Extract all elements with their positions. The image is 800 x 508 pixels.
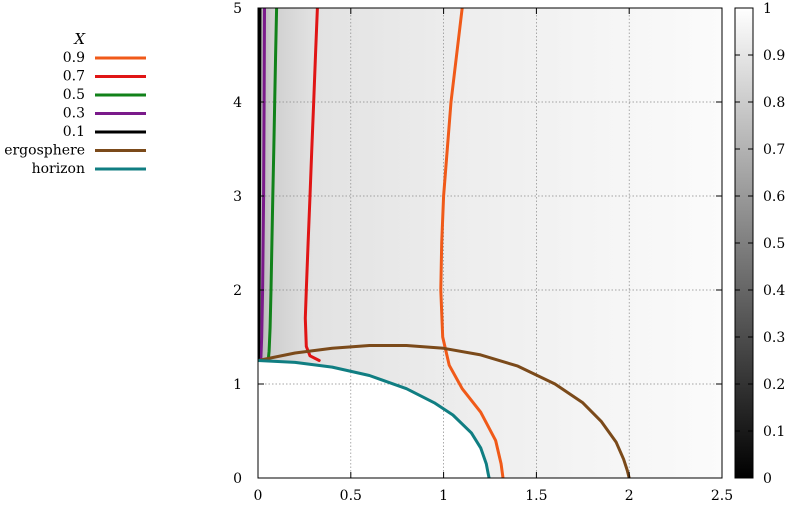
colorbar-tick-label: 0 <box>763 471 772 487</box>
plot-frame <box>257 7 723 479</box>
colorbar-tick-label: 0.5 <box>763 236 785 252</box>
y-axis: 0 1 2 3 4 5 <box>233 1 722 487</box>
legend-label: 0.1 <box>63 124 85 140</box>
legend-title: X <box>73 30 86 48</box>
y-tick-label: 4 <box>233 95 242 111</box>
horizon-interior <box>258 360 490 478</box>
legend-label: horizon <box>32 161 85 177</box>
x-tick-label: 1 <box>439 488 448 504</box>
x-tick-label: 2 <box>625 488 634 504</box>
series-line-0.9 <box>439 8 505 478</box>
series-line-horizon <box>258 359 491 478</box>
legend-label: 0.7 <box>63 69 85 85</box>
legend-label: ergosphere <box>4 143 85 159</box>
series-line-0.5 <box>266 8 279 362</box>
legend-label: 0.3 <box>63 106 85 122</box>
colorbar-tick-label: 0.7 <box>763 142 785 158</box>
legend-label: 0.5 <box>63 87 85 103</box>
x-tick-label: 1.5 <box>525 488 547 504</box>
x-tick-label: 0.5 <box>340 488 362 504</box>
colorbar-tick-label: 0.8 <box>763 95 785 111</box>
legend: X 0.9 0.7 0.5 0.3 0.1 ergosphere horizon <box>4 30 146 177</box>
colorbar-tick-label: 0.2 <box>763 377 785 393</box>
colorbar-tick-label: 0.3 <box>763 330 785 346</box>
series-line-0.3 <box>259 8 266 362</box>
colorbar-axis: 0 0.1 0.2 0.3 0.4 0.5 0.6 0.7 0.8 0.9 1 <box>735 1 785 487</box>
colorbar-tick-label: 0.6 <box>763 189 785 205</box>
y-tick-label: 0 <box>233 471 242 487</box>
y-tick-label: 2 <box>233 283 242 299</box>
series-line-0.1 <box>258 8 262 362</box>
y-tick-label: 3 <box>233 189 242 205</box>
y-tick-label: 1 <box>233 377 242 393</box>
x-tick-label: 0 <box>254 488 263 504</box>
series-line-0.7 <box>303 8 321 362</box>
x-tick-label: 2.5 <box>711 488 733 504</box>
x-axis: 0 0.5 1 1.5 2 2.5 <box>254 8 733 504</box>
colorbar-tick-label: 1 <box>763 1 772 17</box>
y-tick-label: 5 <box>233 1 242 17</box>
series-layer <box>258 8 631 478</box>
colorbar-tick-label: 0.4 <box>763 283 785 299</box>
series-line-ergosphere <box>258 344 631 478</box>
legend-label: 0.9 <box>63 50 85 66</box>
grid <box>258 8 722 478</box>
colorbar-tick-label: 0.1 <box>763 424 785 440</box>
colorbar-tick-label: 0.9 <box>763 48 785 64</box>
